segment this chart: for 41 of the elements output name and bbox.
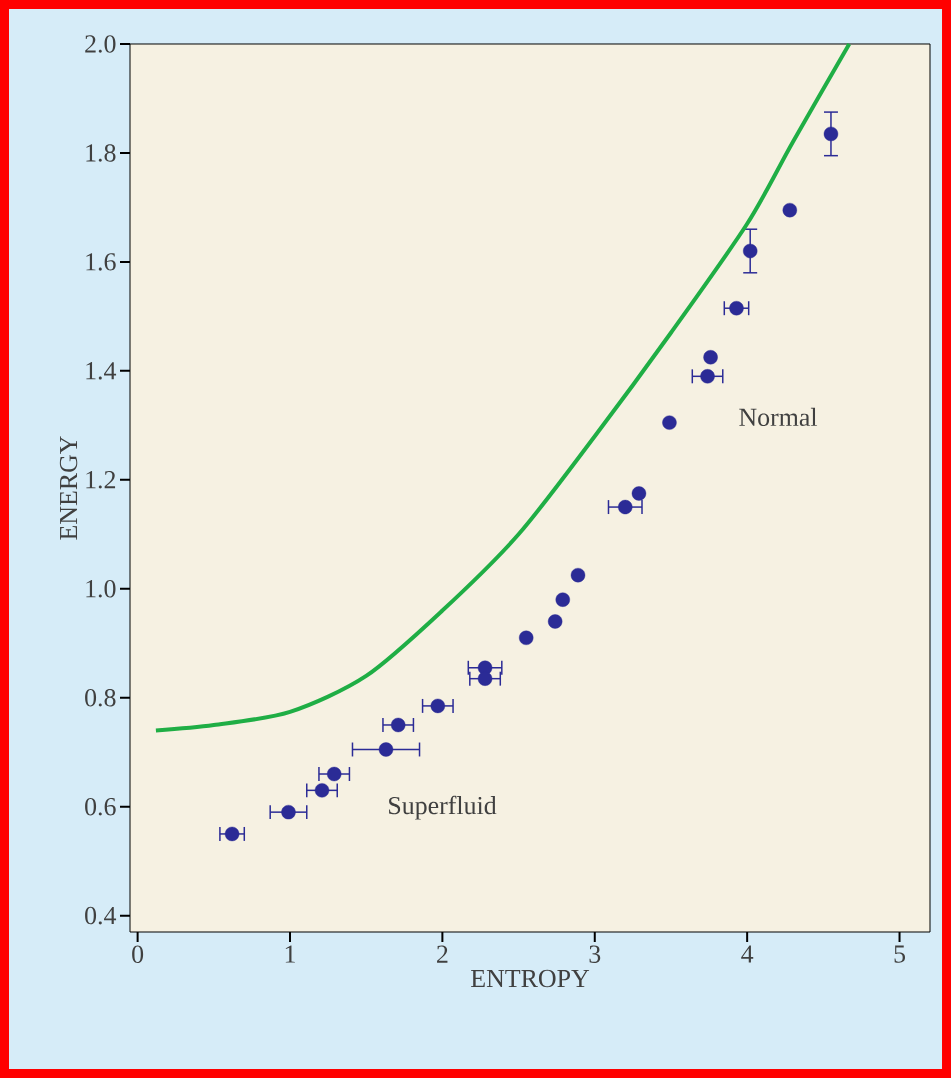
- point: [782, 202, 797, 218]
- x-tick-label: 3: [589, 945, 601, 963]
- point: [327, 766, 342, 782]
- annotation: Normal: [739, 407, 818, 427]
- x-tick-label: 5: [894, 945, 905, 963]
- point: [378, 742, 394, 757]
- point: [519, 630, 534, 645]
- y-tick-label: 1.2: [86, 471, 116, 489]
- y-tick-label: 2.0: [85, 35, 116, 53]
- point: [743, 243, 758, 259]
- point: [618, 499, 633, 515]
- x-axis-title: ENTROPY: [471, 969, 590, 988]
- line-series: [153, 41, 852, 733]
- y-tick-label: 0.6: [85, 797, 116, 816]
- point: [547, 614, 563, 629]
- point: [477, 671, 493, 686]
- point: [703, 350, 718, 365]
- point: [729, 301, 744, 316]
- y-tick-label: 1.6: [86, 253, 116, 271]
- y-axis-title: ENERGY: [59, 436, 78, 540]
- point: [823, 126, 839, 142]
- x-tick-label: 1: [285, 945, 295, 963]
- x-tick-label: 0: [132, 945, 144, 963]
- x-tick-label: 4: [741, 945, 754, 963]
- y-tick-label: 1.0: [86, 579, 116, 598]
- y-tick-label: 0.4: [85, 906, 117, 925]
- y-tick-label: 1.8: [86, 144, 116, 162]
- point: [314, 783, 330, 798]
- point: [631, 486, 647, 501]
- point: [281, 804, 296, 820]
- point: [570, 567, 586, 583]
- y-tick-label: 0.8: [85, 688, 116, 707]
- point: [430, 698, 445, 714]
- point: [391, 717, 406, 733]
- point: [662, 415, 677, 430]
- point: [700, 369, 715, 384]
- point: [555, 592, 570, 607]
- x-tick-label: 2: [437, 945, 448, 963]
- y-tick-label: 1.4: [86, 362, 117, 380]
- point: [224, 826, 240, 842]
- annotation: Superfluid: [389, 795, 497, 820]
